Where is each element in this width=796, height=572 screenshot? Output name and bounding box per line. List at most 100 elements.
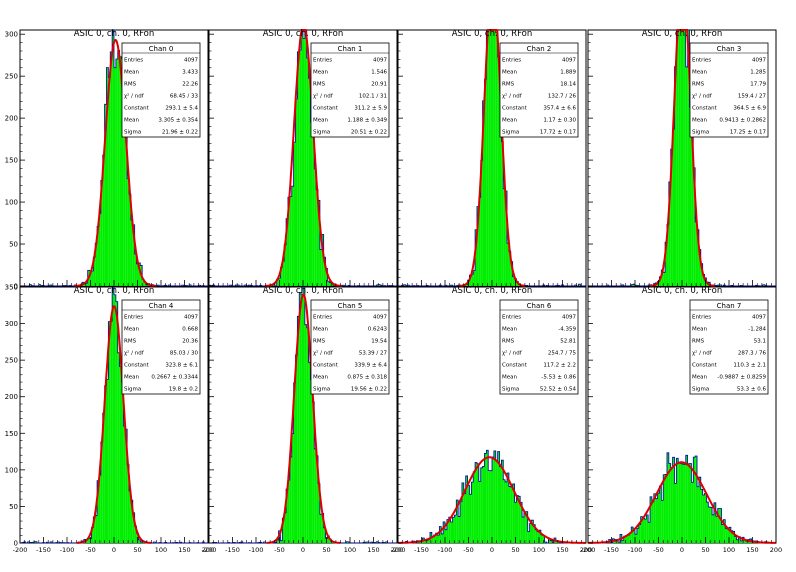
histogram-bar	[244, 285, 247, 286]
histogram-bar	[657, 493, 660, 543]
histogram-bar	[263, 542, 266, 543]
histogram-bar	[318, 200, 320, 286]
histogram-bar	[476, 463, 479, 543]
histogram-bar	[125, 124, 128, 286]
stats-row-label: Mean	[502, 327, 517, 333]
histogram-bar	[490, 30, 492, 286]
stats-box: Chan 2 Entries 4097 Mean 1.889 RMS 18.14 χ² / n…	[499, 42, 579, 138]
histogram-bar	[548, 538, 551, 543]
histogram-bar	[682, 30, 684, 286]
histogram-bar	[439, 526, 442, 543]
histogram-bar	[533, 524, 536, 543]
stats-row-label: χ² / ndf	[124, 93, 145, 100]
histogram-bar	[465, 475, 468, 543]
stats-row-label: Mean	[692, 375, 707, 381]
stats-box-name: Chan 4	[149, 302, 174, 310]
stats-row-value: 19.8 ± 0.2	[169, 387, 198, 393]
histogram-bar	[108, 77, 111, 286]
stats-box: Chan 7 Entries 4097 Mean -1.284 RMS 53.1 χ² / n…	[689, 299, 769, 395]
y-tick-label: 100	[5, 199, 18, 207]
chart-title: ASIC 0, ch. 0, RFon	[263, 29, 344, 39]
x-tick-label: -100	[438, 546, 453, 554]
gaussian-fit-curve	[459, 29, 526, 287]
histogram-bar	[437, 535, 440, 543]
chart-title: ASIC 0, ch. 0, RFon	[642, 286, 723, 296]
stats-row-value: 1.889	[560, 70, 576, 76]
histogram-bar	[106, 379, 109, 543]
histogram-bar	[535, 529, 538, 543]
stats-row-label: Mean	[692, 70, 707, 76]
histogram-bar	[508, 251, 511, 286]
stats-box-name: Chan 5	[338, 302, 363, 310]
x-tick-label: -200	[391, 546, 406, 554]
histogram-bar	[730, 530, 733, 543]
histogram-outline	[588, 29, 776, 287]
histogram-bar	[312, 401, 315, 543]
histogram-bar	[95, 515, 98, 543]
stats-row-label: Mean	[502, 70, 517, 76]
histogram-bar	[323, 527, 326, 543]
histogram-bar	[471, 274, 474, 286]
histogram-bar	[119, 366, 122, 543]
histogram-bar	[57, 541, 60, 543]
histogram-bar	[168, 285, 171, 286]
histogram-bar	[734, 536, 737, 543]
histogram-bar	[129, 491, 131, 543]
stats-row-value: 0.6243	[368, 327, 388, 333]
histogram-bar	[98, 474, 101, 543]
x-tick-label: 0	[680, 546, 684, 554]
stats-row-label: Sigma	[313, 130, 330, 136]
histogram-bar	[102, 154, 105, 286]
histogram-bar	[91, 527, 94, 543]
histogram-bar	[123, 426, 126, 543]
x-tick-label: -150	[604, 546, 619, 554]
histogram-bar	[473, 270, 476, 286]
histogram-bar	[475, 229, 477, 286]
histogram-bar	[725, 528, 728, 543]
stats-row-value: 18.14	[560, 82, 576, 88]
histogram-bar	[633, 529, 635, 543]
histogram-bar	[376, 541, 379, 543]
histogram-bar	[490, 470, 492, 543]
stats-row-value: 19.54	[371, 339, 387, 345]
histogram-bar	[426, 540, 429, 543]
stats-row-label: Mean	[124, 70, 139, 76]
stats-row-value: 4097	[373, 58, 387, 64]
histogram-bar	[445, 529, 447, 543]
histogram-bar	[85, 539, 88, 543]
histogram-bar	[460, 501, 462, 543]
histogram-bar	[306, 57, 309, 286]
stats-row-label: RMS	[124, 339, 137, 345]
histogram-bar	[87, 538, 90, 543]
histogram-bar	[729, 527, 731, 543]
histogram-bar	[663, 272, 666, 286]
histogram-bar	[314, 448, 317, 543]
y-tick-label: 200	[5, 393, 18, 401]
histogram-bins	[589, 452, 771, 543]
histogram-bar	[661, 270, 664, 286]
stats-box: Chan 5 Entries 4097 Mean 0.6243 RMS 19.54 χ² / …	[310, 299, 390, 395]
stats-row-label: RMS	[313, 82, 326, 88]
histogram-bar	[680, 30, 682, 286]
stats-row-label: Sigma	[692, 130, 709, 136]
x-tick-label: 100	[344, 546, 356, 554]
histogram-bar	[745, 541, 748, 543]
y-tick-label: 50	[9, 241, 18, 249]
histogram-bar	[691, 482, 694, 543]
histogram-bar	[678, 462, 681, 543]
histogram-bins	[29, 30, 205, 287]
histogram-bar	[676, 458, 679, 543]
chart-panel-1: ASIC 0, ch. 0, RFon Chan 1 Entries 4097 Mean…	[208, 29, 398, 287]
stats-row-label: Sigma	[124, 387, 141, 393]
histogram-bar	[291, 186, 294, 286]
histogram-bar	[482, 100, 485, 286]
stats-box: Chan 0 Entries 4097 Mean 3.433 RMS 22.26 χ² / n…	[121, 42, 201, 138]
x-tick-label: 150	[178, 546, 190, 554]
chart-title: ASIC 0, ch. 0, RFon	[74, 29, 155, 39]
histogram-bar	[314, 168, 317, 286]
histogram-bar	[319, 514, 322, 543]
histogram-bar	[497, 56, 500, 286]
histogram-bar	[698, 477, 701, 543]
stats-row-label: Mean	[124, 118, 139, 124]
